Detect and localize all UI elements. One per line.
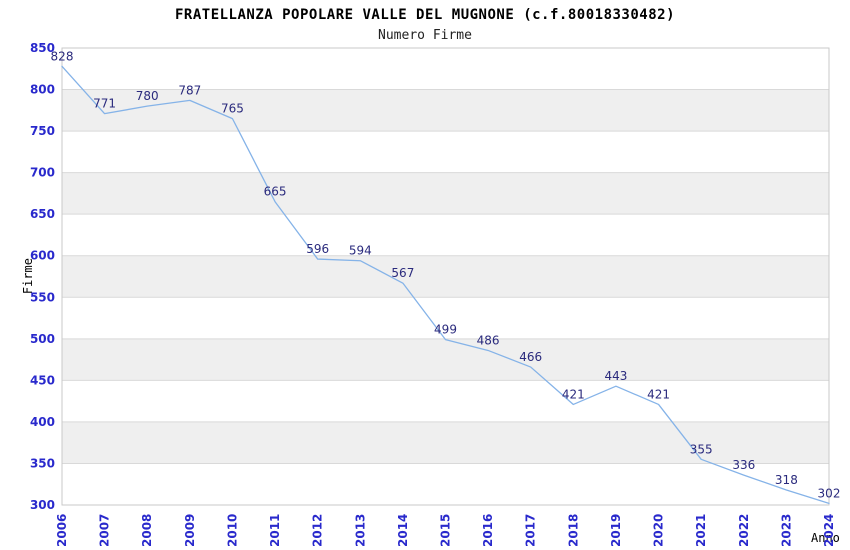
data-point-label: 828 — [51, 49, 74, 63]
x-tick-label: 2021 — [694, 514, 708, 547]
data-point-label: 780 — [136, 89, 159, 103]
data-point-label: 765 — [221, 102, 244, 116]
data-point-label: 596 — [306, 242, 329, 256]
y-tick-label: 450 — [30, 373, 55, 387]
x-tick-label: 2022 — [737, 514, 751, 547]
x-tick-label: 2023 — [779, 514, 793, 547]
data-point-label: 355 — [690, 442, 713, 456]
y-tick-label: 700 — [30, 166, 55, 180]
x-tick-label: 2020 — [652, 514, 666, 547]
data-point-label: 665 — [264, 185, 287, 199]
data-point-label: 421 — [562, 387, 585, 401]
y-tick-label: 550 — [30, 290, 55, 304]
x-tick-label: 2007 — [98, 514, 112, 547]
x-tick-label: 2019 — [609, 514, 623, 547]
y-tick-label: 600 — [30, 249, 55, 263]
x-tick-label: 2016 — [481, 514, 495, 547]
data-line — [61, 65, 830, 504]
data-point-label: 567 — [391, 266, 414, 280]
x-tick-label: 2024 — [822, 514, 836, 547]
data-point-label: 443 — [604, 369, 627, 383]
data-point-label: 318 — [775, 473, 798, 487]
y-tick-label: 850 — [30, 41, 55, 55]
y-tick-label: 800 — [30, 83, 55, 97]
chart-subtitle: Numero Firme — [378, 28, 472, 43]
x-tick-label: 2014 — [396, 514, 410, 547]
data-point-label: 771 — [93, 97, 116, 111]
chart-title: FRATELLANZA POPOLARE VALLE DEL MUGNONE (… — [174, 7, 675, 23]
data-point-label: 466 — [519, 350, 542, 364]
data-point-label: 787 — [178, 83, 201, 97]
plot-band — [62, 255, 829, 298]
x-tick-label: 2006 — [55, 514, 69, 547]
y-tick-label: 750 — [30, 124, 55, 138]
data-point-label: 499 — [434, 323, 457, 337]
x-tick-label: 2018 — [566, 514, 580, 547]
x-tick-label: 2013 — [353, 514, 367, 547]
y-tick-label: 650 — [30, 207, 55, 221]
data-point-label: 336 — [732, 458, 755, 472]
y-tick-label: 300 — [30, 498, 55, 512]
data-point-label: 421 — [647, 387, 670, 401]
data-point-label: 486 — [477, 333, 500, 347]
x-tick-label: 2010 — [225, 514, 239, 547]
y-tick-label: 350 — [30, 456, 55, 470]
plot-border — [61, 47, 830, 506]
plot-band — [62, 421, 829, 464]
plot-band — [62, 338, 829, 381]
y-tick-label: 500 — [30, 332, 55, 346]
data-point-label: 302 — [818, 486, 841, 500]
x-tick-label: 2009 — [183, 514, 197, 547]
x-tick-label: 2011 — [268, 514, 282, 547]
plot-band — [62, 172, 829, 215]
x-tick-label: 2015 — [439, 514, 453, 547]
data-point-label: 594 — [349, 244, 372, 258]
x-tick-label: 2012 — [311, 514, 325, 547]
x-axis-title: Anno — [811, 531, 840, 545]
plot-band — [62, 89, 829, 132]
y-tick-label: 400 — [30, 415, 55, 429]
x-tick-label: 2017 — [524, 514, 538, 547]
x-tick-label: 2008 — [140, 514, 154, 547]
